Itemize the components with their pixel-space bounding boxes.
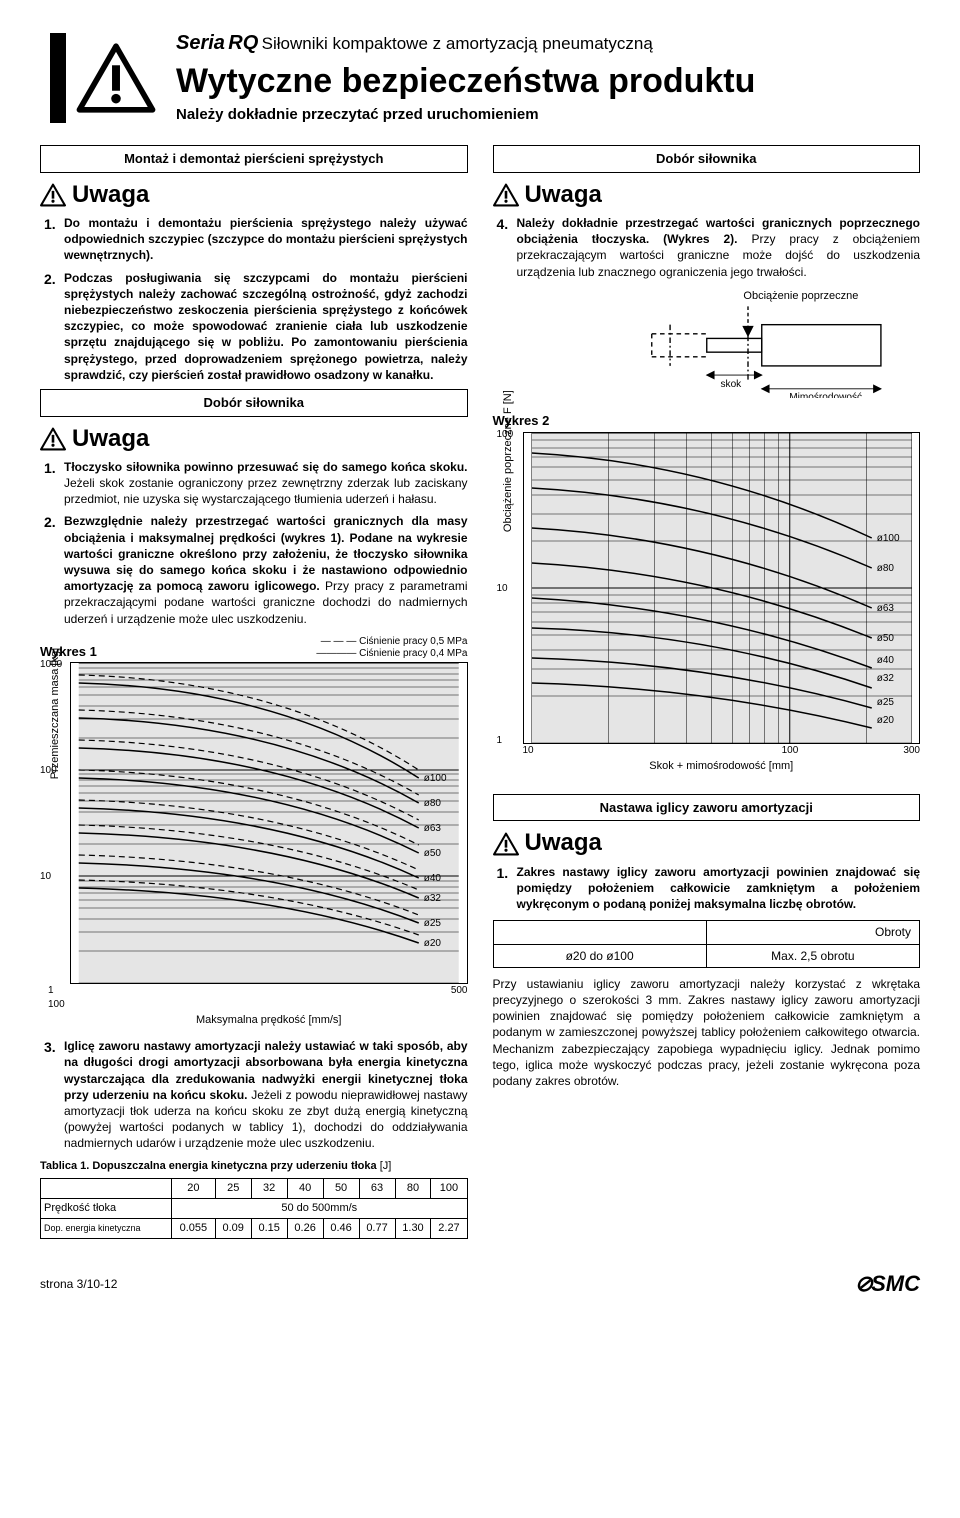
svg-text:ø100: ø100 — [424, 773, 447, 784]
chart1-ytick: 100 — [40, 764, 57, 778]
warning-icon — [493, 832, 519, 856]
list-text: Iglicę zaworu nastawy amortyzacji należy… — [64, 1038, 468, 1151]
list-number: 1. — [44, 215, 58, 264]
chart2-ytick: 1 — [497, 734, 503, 748]
chart2-xtick: 10 — [523, 744, 534, 758]
list-text: Do montażu i demontażu pierścienia spręż… — [64, 215, 468, 264]
svg-text:ø25: ø25 — [424, 918, 442, 929]
diagram-label: Obciążenie poprzeczne — [743, 290, 858, 302]
svg-text:ø50: ø50 — [876, 633, 894, 644]
svg-text:ø100: ø100 — [876, 533, 899, 544]
section-title-selection-r: Dobór siłownika — [493, 145, 921, 173]
page-header: Seria RQ Siłowniki kompaktowe z amortyza… — [40, 30, 920, 125]
warning-icon — [40, 183, 66, 207]
rotation-table: Obroty ø20 do ø100Max. 2,5 obrotu — [493, 920, 921, 967]
uwaga-text: Uwaga — [525, 179, 602, 211]
chart1-xlabel: Maksymalna prędkość [mm/s] — [70, 1013, 468, 1028]
list-number: 2. — [44, 513, 58, 626]
uwaga-heading: Uwaga — [40, 179, 468, 211]
chart2: ø100 ø80 ø63 ø50 ø40 ø32 ø25 ø20 — [523, 432, 921, 744]
lateral-load-diagram: Obciążenie poprzeczne — [493, 288, 921, 402]
list-number: 3. — [44, 1038, 58, 1151]
chart2-ylabel: Obciążenie poprzeczne F [N] — [501, 390, 516, 532]
series-code: RQ — [228, 32, 258, 54]
list-text: Bezwzględnie należy przestrzegać wartośc… — [64, 513, 468, 626]
chart1-ytick: 10 — [40, 870, 51, 884]
svg-text:ø32: ø32 — [876, 673, 894, 684]
chart2-ytick: 100 — [497, 428, 514, 442]
main-title: Wytyczne bezpieczeństwa produktu — [176, 59, 920, 105]
table1: 20253240 506380100 Prędkość tłoka50 do 5… — [40, 1178, 468, 1239]
uwaga-heading: Uwaga — [493, 179, 921, 211]
needle-paragraph: Przy ustawianiu iglicy zaworu amortyzacj… — [493, 976, 921, 1089]
warning-icon — [40, 427, 66, 451]
chart2-xtick: 100 — [782, 744, 799, 758]
read-instruction: Należy dokładnie przeczytać przed urucho… — [176, 105, 920, 125]
section-title-selection: Dobór siłownika — [40, 389, 468, 417]
list-text: Należy dokładnie przestrzegać wartości g… — [517, 215, 921, 280]
uwaga-text: Uwaga — [72, 179, 149, 211]
svg-text:ø20: ø20 — [876, 715, 894, 726]
list-text: Zakres nastawy iglicy zaworu amortyzacji… — [517, 864, 921, 913]
chart1-xtick: 500 — [451, 984, 468, 1011]
list-number: 1. — [497, 864, 511, 913]
uwaga-text: Uwaga — [525, 827, 602, 859]
page-number: strona 3/10-12 — [40, 1276, 117, 1292]
svg-text:ø25: ø25 — [876, 697, 894, 708]
warning-icon — [76, 43, 156, 113]
diagram-label: skok — [720, 379, 742, 390]
chart2-ytick: 10 — [497, 582, 508, 596]
chart1-legend: — — — Ciśnienie pracy 0,5 MPa ———— Ciśni… — [316, 636, 467, 660]
svg-text:ø80: ø80 — [424, 798, 442, 809]
product-line: Siłowniki kompaktowe z amortyzacją pneum… — [262, 34, 653, 53]
chart2-title: Wykres 2 — [493, 412, 921, 430]
diagram-label: Mimośrodowość — [789, 392, 862, 398]
svg-text:ø50: ø50 — [424, 848, 442, 859]
svg-text:ø40: ø40 — [876, 655, 894, 666]
chart2-xtick: 300 — [903, 744, 920, 758]
chart1: ø100 ø80 ø63 ø50 ø40 ø32 ø25 ø20 — [70, 662, 468, 984]
table1-caption: Tablica 1. Dopuszczalna energia kinetycz… — [40, 1159, 468, 1174]
section-title-needle: Nastawa iglicy zaworu amortyzacji — [493, 794, 921, 822]
uwaga-text: Uwaga — [72, 423, 149, 455]
brand-logo: ⊘SMC — [855, 1269, 920, 1299]
header-accent-bar — [50, 33, 66, 123]
svg-text:ø63: ø63 — [424, 823, 442, 834]
warning-icon — [493, 183, 519, 207]
chart1-ytick: 1000 — [40, 658, 62, 672]
list-number: 4. — [497, 215, 511, 280]
section-title-mounting: Montaż i demontaż pierścieni sprężystych — [40, 145, 468, 173]
svg-text:ø40: ø40 — [424, 873, 442, 884]
right-column: Dobór siłownika Uwaga 4.Należy dokładnie… — [493, 145, 921, 1239]
uwaga-heading: Uwaga — [493, 827, 921, 859]
uwaga-heading: Uwaga — [40, 423, 468, 455]
chart2-xlabel: Skok + mimośrodowość [mm] — [523, 759, 921, 774]
list-number: 1. — [44, 459, 58, 508]
chart1-ytick: 1100 — [48, 984, 65, 1011]
title-block: Seria RQ Siłowniki kompaktowe z amortyza… — [176, 30, 920, 125]
svg-text:ø63: ø63 — [876, 603, 894, 614]
left-column: Montaż i demontaż pierścieni sprężystych… — [40, 145, 468, 1239]
list-number: 2. — [44, 270, 58, 383]
list-text: Podczas posługiwania się szczypcami do m… — [64, 270, 468, 383]
svg-text:ø32: ø32 — [424, 893, 442, 904]
list-text: Tłoczysko siłownika powinno przesuwać si… — [64, 459, 468, 508]
series-label: Seria — [176, 32, 225, 54]
svg-text:ø80: ø80 — [876, 563, 894, 574]
svg-text:ø20: ø20 — [424, 938, 442, 949]
